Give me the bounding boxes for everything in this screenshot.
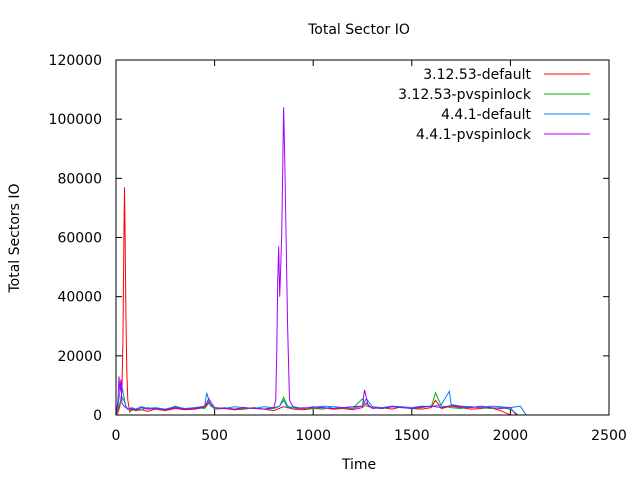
y-tick-label: 0 xyxy=(93,408,102,424)
axis-ticks: 0 20000 40000 60000 80000 100000 120000 0 500 100… xyxy=(49,53,627,444)
series-line xyxy=(115,391,519,416)
x-tick-label: 1000 xyxy=(295,428,331,444)
x-tick-label: 0 xyxy=(112,428,121,444)
x-tick-label: 500 xyxy=(201,428,228,444)
legend-label: 4.4.1-pvspinlock xyxy=(416,127,532,143)
series-line xyxy=(115,107,517,416)
y-axis-label: Total Sectors IO xyxy=(7,183,23,293)
chart-title: Total Sector IO xyxy=(307,22,410,38)
x-tick-label: 1500 xyxy=(394,428,430,444)
x-tick-label: 2500 xyxy=(591,428,627,444)
series-line xyxy=(115,187,511,416)
legend-label: 3.12.53-default xyxy=(423,67,531,83)
y-tick-label: 120000 xyxy=(49,53,102,69)
y-tick-label: 60000 xyxy=(57,231,102,247)
plot-area xyxy=(115,107,527,416)
x-tick-label: 2000 xyxy=(493,428,529,444)
legend: 3.12.53-default 3.12.53-pvspinlock 4.4.1-d… xyxy=(398,67,590,143)
x-axis-label: Time xyxy=(341,457,376,473)
y-tick-label: 20000 xyxy=(57,349,102,365)
plot-frame xyxy=(115,59,610,416)
y-tick-label: 40000 xyxy=(57,290,102,306)
series-line xyxy=(115,385,527,416)
legend-label: 3.12.53-pvspinlock xyxy=(398,87,532,103)
y-tick-label: 80000 xyxy=(57,171,102,187)
legend-label: 4.4.1-default xyxy=(441,107,531,123)
y-tick-label: 100000 xyxy=(49,112,102,128)
